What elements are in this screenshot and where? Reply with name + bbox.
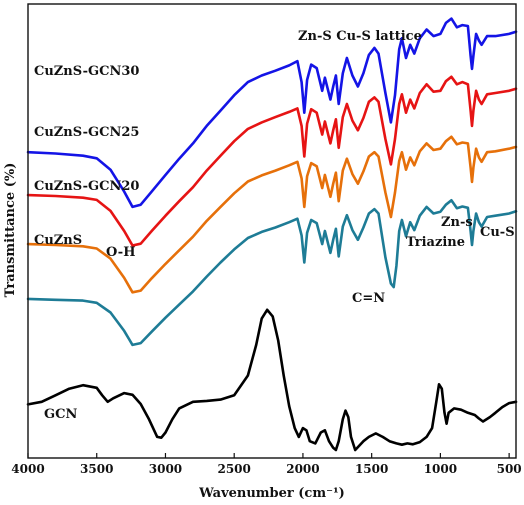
x-tick-label: 3000 bbox=[149, 462, 182, 476]
x-axis: 4000 3500 3000 2500 2000 1500 1000 500 bbox=[11, 453, 522, 476]
annotation-cu-s: Cu-S bbox=[480, 225, 515, 240]
label-cuzns: CuZnS bbox=[34, 233, 82, 248]
series-line-cuzns-gcn25 bbox=[26, 75, 518, 247]
x-tick-label: 1500 bbox=[355, 462, 388, 476]
x-tick-label: 3500 bbox=[80, 462, 113, 476]
annotation-c-n: C=N bbox=[352, 291, 385, 306]
series-line-gcn bbox=[26, 308, 518, 452]
x-tick-label: 2500 bbox=[217, 462, 250, 476]
series-line-cuzns-gcn20 bbox=[26, 135, 518, 294]
series-line-cuzns bbox=[26, 199, 518, 347]
label-gcn: GCN bbox=[44, 407, 77, 422]
annotation-lattice: Zn-S Cu-S lattice bbox=[298, 29, 422, 44]
series-layer bbox=[26, 17, 518, 452]
x-axis-title: Wavenumber (cm⁻¹) bbox=[198, 486, 345, 501]
annotation-triazine: Triazine bbox=[406, 235, 465, 250]
label-cuzns-gcn30: CuZnS-GCN30 bbox=[34, 64, 139, 79]
x-tick-label: 1000 bbox=[424, 462, 457, 476]
x-tick-label: 4000 bbox=[11, 462, 44, 476]
annotation-o-h: O-H bbox=[106, 245, 135, 260]
plot-frame bbox=[27, 3, 517, 459]
label-cuzns-gcn20: CuZnS-GCN20 bbox=[34, 179, 139, 194]
label-cuzns-gcn25: CuZnS-GCN25 bbox=[34, 125, 139, 140]
x-tick-label: 2000 bbox=[286, 462, 319, 476]
series-line-cuzns-gcn30 bbox=[26, 17, 518, 209]
x-tick-label: 500 bbox=[497, 462, 522, 476]
y-axis-title: Transmittance (%) bbox=[3, 163, 18, 298]
annotation-zn-s: Zn-s bbox=[441, 215, 473, 230]
